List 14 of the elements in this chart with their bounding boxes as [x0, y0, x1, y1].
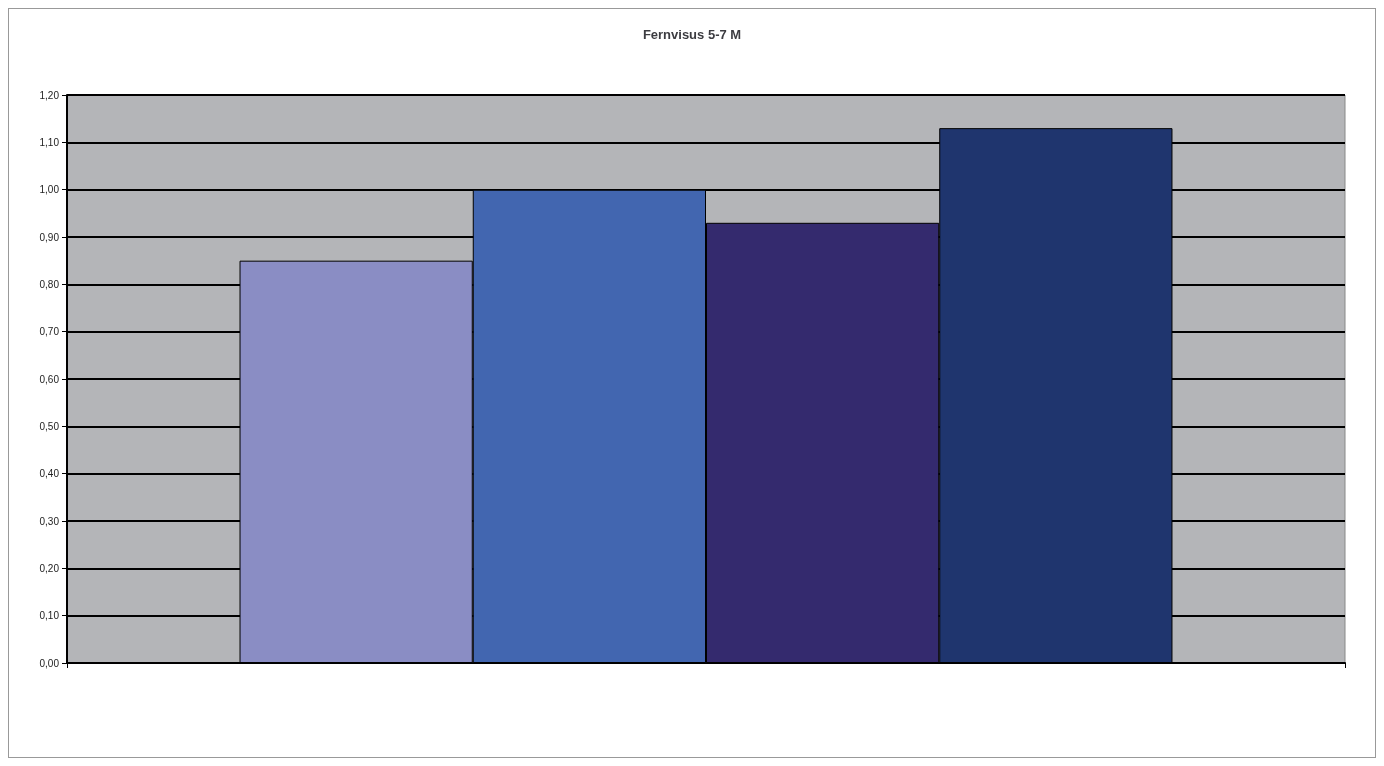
y-tick-label: 0,00 — [39, 657, 60, 669]
y-tick-label: 0,60 — [39, 373, 60, 385]
y-tick-label: 0,90 — [39, 231, 60, 243]
y-tick-label: 1,00 — [39, 184, 60, 196]
chart-title: Fernvisus 5-7 M — [642, 27, 742, 42]
y-tick-label: 0,40 — [39, 468, 60, 480]
y-tick-label: 0,70 — [39, 326, 60, 338]
y-tick-label: 1,20 — [39, 89, 60, 101]
y-tick-label: 0,30 — [39, 515, 60, 527]
y-tick-label: 0,20 — [39, 562, 60, 574]
y-tick-label: 0,80 — [39, 278, 60, 290]
y-tick-label: 0,50 — [39, 420, 60, 432]
y-tick-label: 0,10 — [39, 610, 60, 622]
y-tick-label: 1,10 — [39, 136, 60, 148]
